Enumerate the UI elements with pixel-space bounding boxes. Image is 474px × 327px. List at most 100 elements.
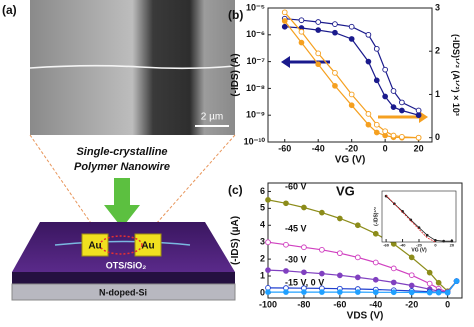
data-point — [408, 282, 415, 289]
data-point — [373, 45, 380, 52]
data-point — [265, 197, 271, 203]
annotation: -15 V, 0 V — [285, 277, 324, 287]
data-point — [390, 132, 397, 139]
x-axis-label: VG (V) — [335, 155, 366, 166]
panel-label: (c) — [228, 183, 243, 197]
y-tick-label: 10⁻⁹ — [246, 110, 265, 120]
y2-tick-label: 3 — [435, 2, 440, 12]
data-point — [365, 58, 372, 65]
data-point — [332, 29, 338, 36]
data-point — [426, 280, 433, 287]
data-point — [337, 272, 343, 279]
data-point — [281, 18, 288, 24]
data-point — [319, 246, 325, 253]
data-point — [337, 289, 343, 295]
data-point — [435, 289, 442, 296]
data-point — [408, 289, 415, 296]
panel-label: (a) — [2, 3, 17, 17]
data-point — [408, 272, 415, 279]
x-tick-label: 0 — [445, 300, 450, 310]
data-point — [265, 289, 271, 295]
data-point — [435, 279, 442, 286]
y-tick-label: 10⁻⁸ — [246, 83, 265, 93]
x-axis-label: VDS (V) — [347, 311, 384, 322]
slab-front — [12, 272, 235, 284]
sweep-arrows — [281, 56, 428, 123]
plot-frame — [381, 190, 457, 243]
data-point — [365, 121, 372, 128]
data-point — [442, 239, 446, 243]
arrow — [104, 178, 140, 228]
panel-a: (a) 2 µm Single-crystalline Polymer Nano… — [2, 0, 236, 301]
data-point — [426, 289, 433, 296]
data-point — [373, 129, 380, 136]
annotation: -30 V — [285, 254, 307, 264]
series-line — [284, 11, 419, 139]
y-tick-label: 2 — [260, 253, 265, 263]
data-point — [301, 289, 307, 295]
data-point — [417, 226, 421, 229]
data-point — [450, 239, 454, 243]
caption: Single-crystalline — [76, 146, 167, 158]
y-tick-label: 6 — [260, 186, 265, 196]
zoom-line — [139, 134, 236, 243]
data-point — [372, 230, 379, 237]
data-point — [298, 39, 305, 46]
data-point — [415, 112, 422, 119]
y-axis-label: (-IDS) (µA) — [230, 216, 241, 265]
data-point — [373, 121, 380, 128]
data-point — [337, 215, 343, 222]
y-tick-label: 10⁻⁷ — [247, 56, 266, 66]
x-tick-label: -20 — [345, 144, 358, 154]
data-point — [348, 102, 355, 109]
x-axis-label: VG (V) — [411, 247, 427, 253]
data-point — [298, 28, 305, 35]
caption: Polymer Nanowire — [74, 161, 170, 173]
data-point — [281, 9, 288, 16]
y-tick-label: 10⁻⁵ — [246, 2, 265, 12]
data-point — [332, 21, 338, 27]
data-point — [390, 104, 397, 110]
data-point — [399, 107, 405, 114]
data-point — [301, 269, 307, 276]
data-point — [332, 69, 338, 76]
x-tick-label: -60 — [278, 144, 291, 154]
data-point — [390, 265, 397, 272]
data-point — [408, 254, 415, 261]
data-point — [415, 134, 422, 141]
data-point — [348, 36, 355, 42]
data-point — [453, 278, 460, 284]
x-tick-label: 0 — [383, 144, 388, 154]
highlight — [99, 235, 143, 255]
data-point — [348, 91, 355, 98]
annotation: VG — [336, 183, 355, 198]
plot-frame — [267, 7, 433, 143]
data-point — [382, 128, 388, 135]
zoom-line — [29, 134, 105, 243]
y2-tick-label: 1 — [435, 89, 440, 99]
data-point — [301, 244, 307, 251]
data-point — [390, 88, 397, 94]
y-tick-label: 1 — [260, 270, 265, 280]
x-tick-label: -20 — [405, 300, 418, 310]
electrode — [134, 233, 162, 257]
data-point — [348, 23, 355, 30]
y-tick-label: 4 — [260, 220, 265, 230]
dielectric-slab — [12, 222, 235, 272]
substrate-label: N-doped-Si — [99, 287, 147, 297]
x-tick-label: 0 — [434, 242, 437, 247]
data-point — [425, 233, 429, 237]
data-point — [365, 111, 372, 117]
y2-tick-label: 2 — [435, 46, 440, 56]
data-point — [265, 267, 271, 273]
data-point — [283, 289, 289, 295]
y-axis-label: (-IDS) (A) — [230, 53, 241, 96]
data-point — [319, 270, 325, 277]
data-point — [283, 200, 289, 207]
data-point — [315, 50, 322, 57]
y-tick-label: 5 — [260, 203, 265, 213]
dielectric-label: OTS/SiO₂ — [106, 260, 147, 270]
electrode-label: Au — [88, 241, 101, 252]
data-point — [372, 259, 379, 266]
